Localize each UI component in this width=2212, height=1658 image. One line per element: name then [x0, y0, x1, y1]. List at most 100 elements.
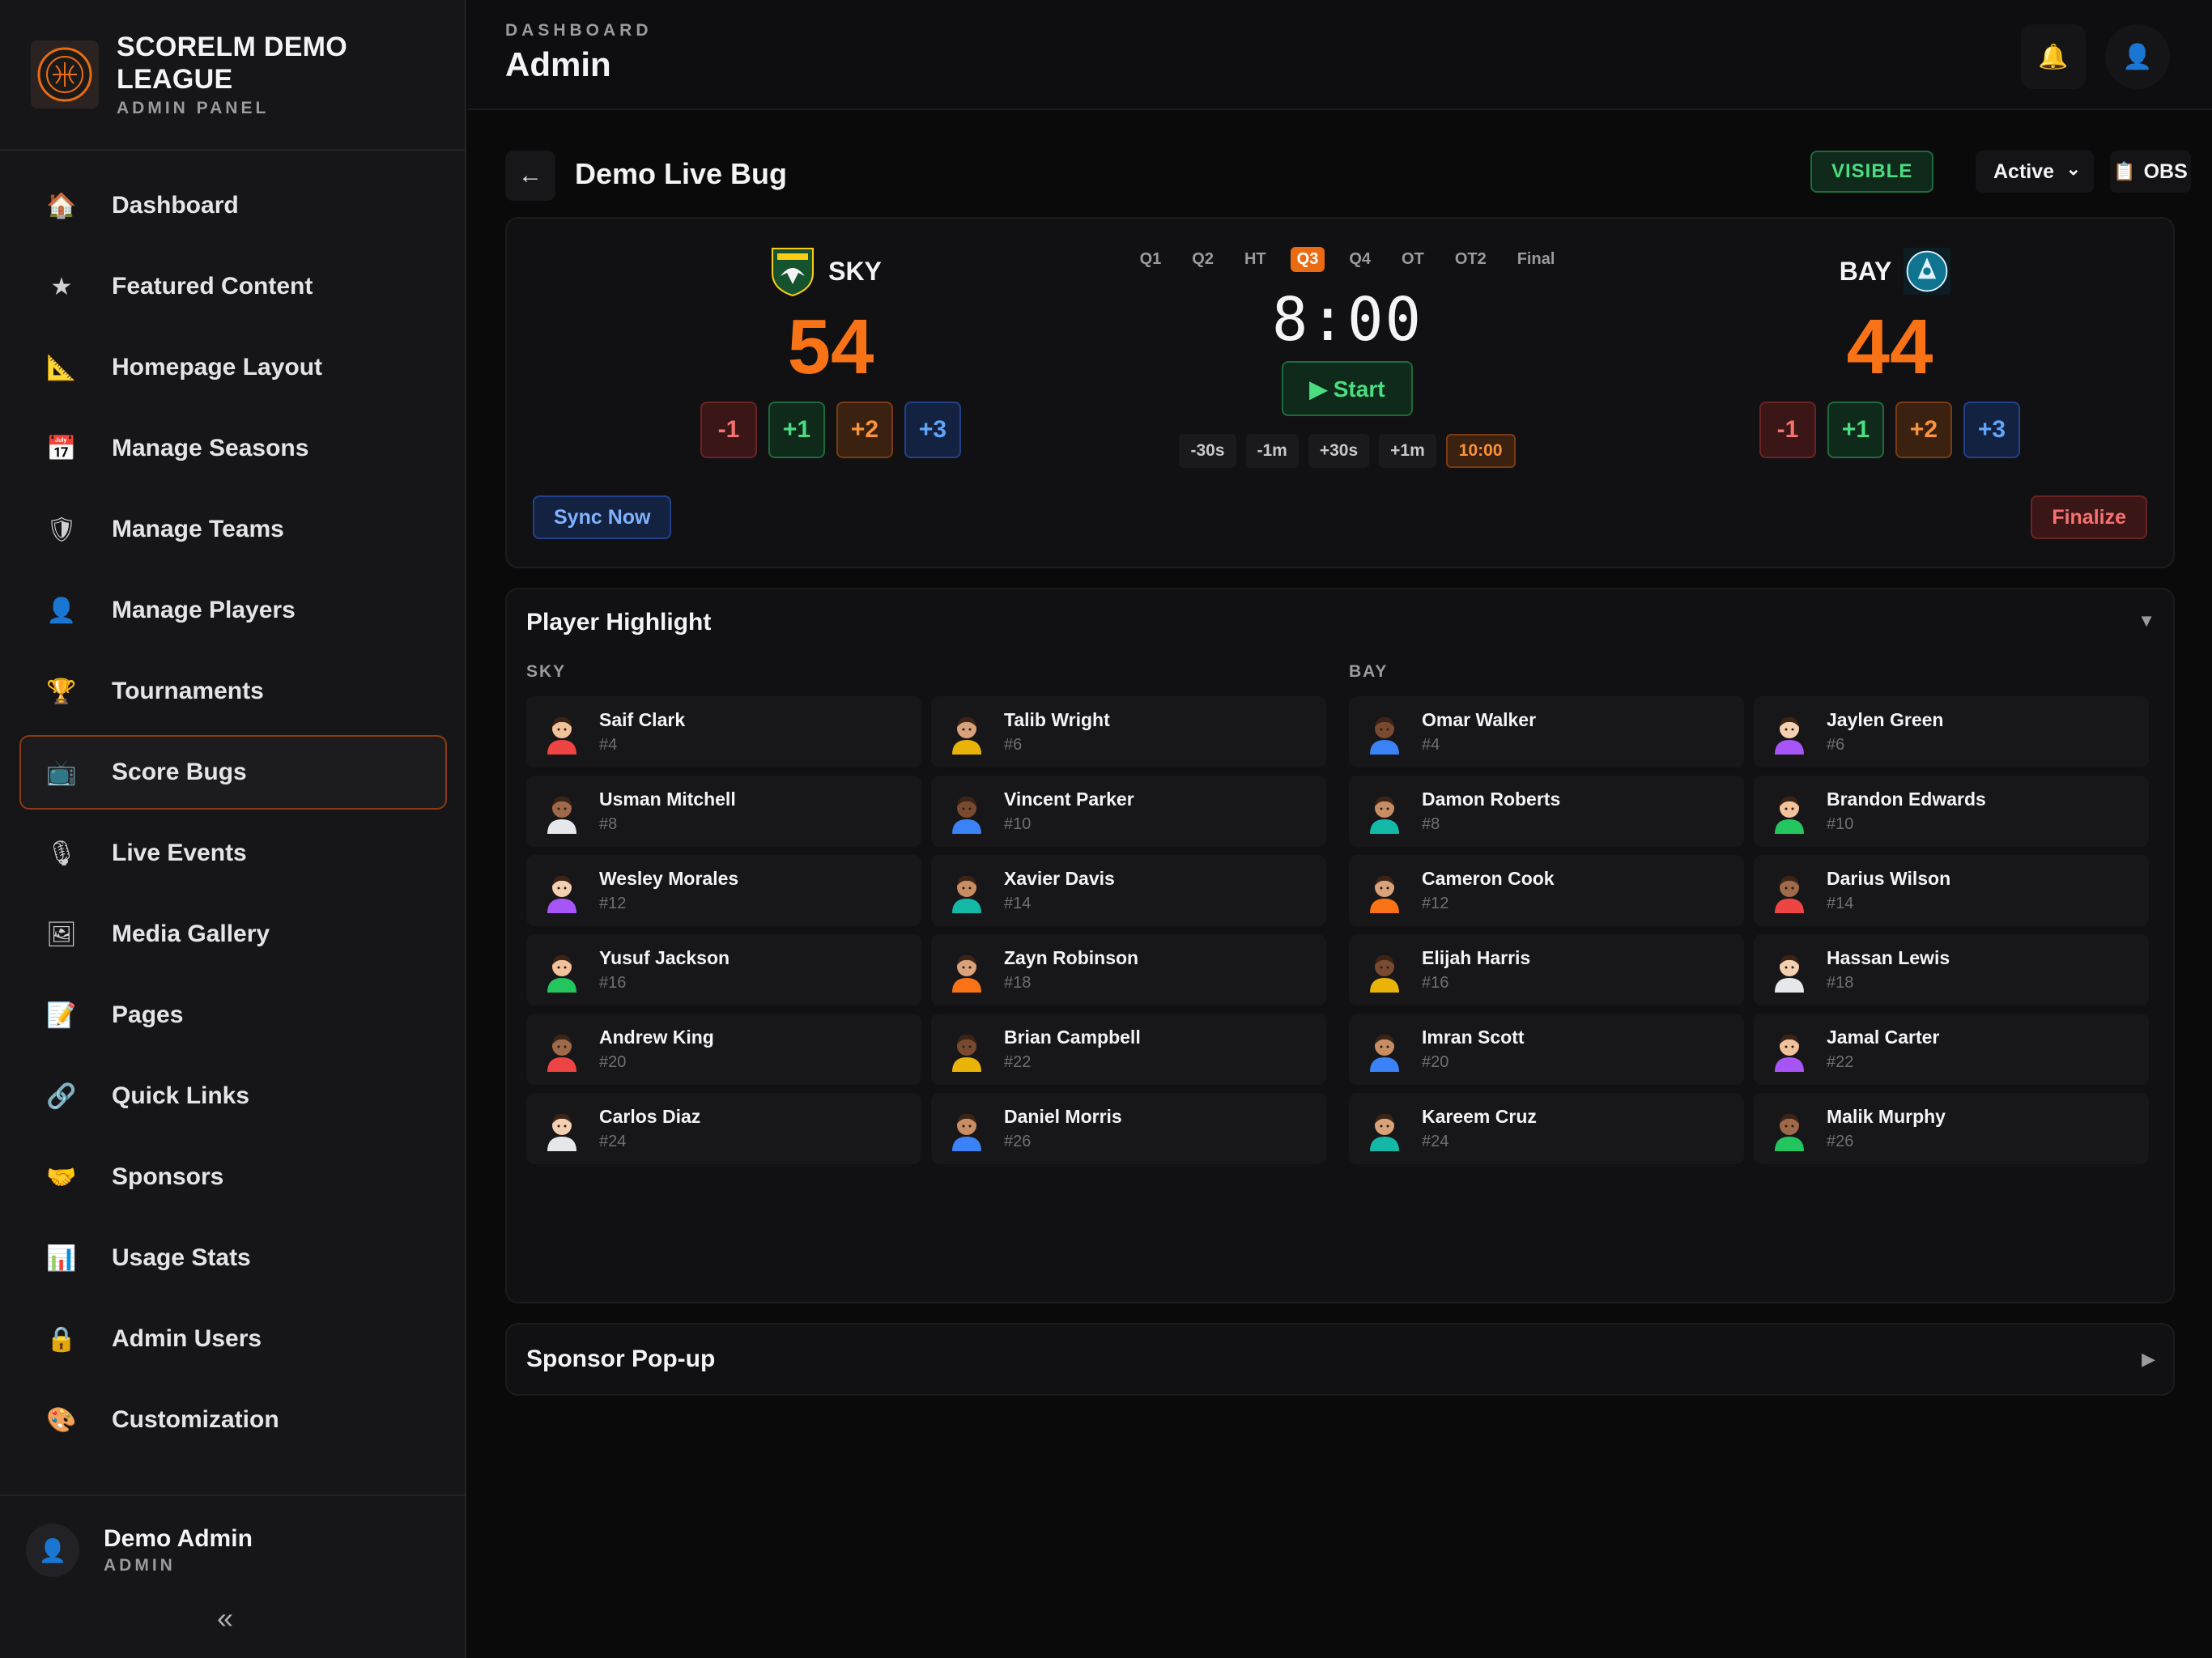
- period-tab-q1[interactable]: Q1: [1139, 249, 1162, 268]
- player-number: #12: [1422, 895, 1449, 912]
- home-plus-3-button[interactable]: +3: [904, 402, 961, 458]
- sidebar-item-homepage-layout[interactable]: 📐 Homepage Layout: [19, 330, 447, 405]
- home-player-card[interactable]: Zayn Robinson #18: [931, 934, 1326, 1005]
- home-team: SKY 54 -1 +1 +2 +3: [669, 243, 993, 458]
- away-player-card[interactable]: Hassan Lewis #18: [1754, 934, 2149, 1005]
- away-player-card[interactable]: Jaylen Green #6: [1754, 696, 2149, 767]
- image-icon: 🖼: [45, 920, 78, 948]
- main-content: ← Demo Live Bug VISIBLE Active ⌄ 📋 OBS: [468, 112, 2212, 1658]
- player-name: Kareem Cruz: [1422, 1106, 1537, 1127]
- player-number: #20: [1422, 1053, 1449, 1071]
- sidebar-item-media-gallery[interactable]: 🖼 Media Gallery: [19, 897, 447, 971]
- sidebar-item-pages[interactable]: 📝 Pages: [19, 978, 447, 1052]
- home-player-card[interactable]: Saif Clark #4: [526, 696, 921, 767]
- sidebar-item-quick-links[interactable]: 🔗 Quick Links: [19, 1059, 447, 1133]
- home-player-card[interactable]: Xavier Davis #14: [931, 855, 1326, 926]
- sidebar-item-usage-stats[interactable]: 📊 Usage Stats: [19, 1221, 447, 1295]
- player-name: Daniel Morris: [1004, 1106, 1122, 1127]
- handshake-icon: 🤝: [46, 1163, 77, 1191]
- sidebar-item-label: Manage Teams: [112, 516, 284, 542]
- home-player-card[interactable]: Carlos Diaz #24: [526, 1093, 921, 1164]
- sidebar-item-manage-seasons[interactable]: 📅 Manage Seasons: [19, 411, 447, 486]
- plus-1m-button[interactable]: +1m: [1379, 434, 1436, 468]
- obs-button[interactable]: 📋 OBS: [2110, 151, 2191, 193]
- sponsor-popup-panel[interactable]: Sponsor Pop-up ▶: [505, 1323, 2175, 1396]
- minus-1m-button[interactable]: -1m: [1245, 434, 1299, 468]
- home-minus-1-button[interactable]: -1: [700, 402, 757, 458]
- start-clock-button[interactable]: ▶ Start: [1282, 361, 1413, 416]
- sidebar-item-customization[interactable]: 🎨 Customization: [19, 1383, 447, 1457]
- sidebar-item-label: Manage Players: [112, 597, 296, 623]
- sidebar-item-manage-players[interactable]: 👤 Manage Players: [19, 573, 447, 648]
- away-player-card[interactable]: Damon Roberts #8: [1349, 776, 1744, 847]
- period-tab-final[interactable]: Final: [1516, 249, 1555, 268]
- scoreboard-card: SKY 54 -1 +1 +2 +3 Q1 Q2 HT Q3 Q4 OT OT2 Final …: [505, 217, 2175, 568]
- away-team-name: BAY: [1839, 256, 1892, 286]
- sidebar-item-manage-teams[interactable]: 🛡 Manage Teams: [19, 492, 447, 567]
- sync-now-button[interactable]: Sync Now: [533, 495, 672, 539]
- sidebar-item-live-events[interactable]: 🎙 Live Events: [19, 816, 447, 891]
- player-highlight-title[interactable]: Player Highlight: [526, 609, 712, 636]
- clock-adjustments: -30s -1m +30s +1m 10:00: [1130, 434, 1564, 468]
- sidebar-item-label: Usage Stats: [112, 1244, 251, 1271]
- user-profile[interactable]: 👤 Demo Admin ADMIN: [0, 1496, 465, 1577]
- home-player-card[interactable]: Daniel Morris #26: [931, 1093, 1326, 1164]
- away-plus-1-button[interactable]: +1: [1827, 402, 1884, 458]
- collapse-triangle-icon[interactable]: ▼: [2138, 610, 2155, 631]
- home-player-card[interactable]: Talib Wright #6: [931, 696, 1326, 767]
- away-player-card[interactable]: Jamal Carter #22: [1754, 1014, 2149, 1085]
- away-plus-2-button[interactable]: +2: [1895, 402, 1952, 458]
- sponsor-popup-title[interactable]: Sponsor Pop-up: [526, 1346, 716, 1372]
- sidebar-item-sponsors[interactable]: 🤝 Sponsors: [19, 1140, 447, 1214]
- period-tab-ht[interactable]: HT: [1244, 249, 1266, 268]
- account-avatar-icon[interactable]: 👤: [2105, 24, 2170, 89]
- sidebar-item-label: Sponsors: [112, 1163, 224, 1190]
- player-avatar-icon: [1767, 789, 1812, 834]
- period-tab-ot[interactable]: OT: [1402, 249, 1424, 268]
- away-player-card[interactable]: Imran Scott #20: [1349, 1014, 1744, 1085]
- home-player-card[interactable]: Yusuf Jackson #16: [526, 934, 921, 1005]
- minus-30s-button[interactable]: -30s: [1179, 434, 1236, 468]
- away-player-card[interactable]: Elijah Harris #16: [1349, 934, 1744, 1005]
- expand-triangle-icon[interactable]: ▶: [2142, 1349, 2155, 1369]
- back-arrow-icon[interactable]: ←: [505, 151, 555, 201]
- sidebar-item-tournaments[interactable]: 🏆 Tournaments: [19, 654, 447, 729]
- away-player-card[interactable]: Kareem Cruz #24: [1349, 1093, 1744, 1164]
- home-player-card[interactable]: Usman Mitchell #8: [526, 776, 921, 847]
- away-player-card[interactable]: Malik Murphy #26: [1754, 1093, 2149, 1164]
- away-player-card[interactable]: Cameron Cook #12: [1349, 855, 1744, 926]
- away-player-card[interactable]: Brandon Edwards #10: [1754, 776, 2149, 847]
- home-roster-grid: Saif Clark #4 Talib Wright #6 Usman Mitchell…: [526, 696, 1326, 1164]
- home-player-card[interactable]: Wesley Morales #12: [526, 855, 921, 926]
- home-player-card[interactable]: Vincent Parker #10: [931, 776, 1326, 847]
- sidebar-item-label: Featured Content: [112, 273, 313, 300]
- home-player-card[interactable]: Andrew King #20: [526, 1014, 921, 1085]
- clock-preset-button[interactable]: 10:00: [1445, 434, 1516, 468]
- player-avatar-icon: [1767, 868, 1812, 913]
- visibility-toggle[interactable]: VISIBLE: [1810, 151, 1934, 193]
- away-player-card[interactable]: Omar Walker #4: [1349, 696, 1744, 767]
- player-name: Wesley Morales: [599, 868, 739, 889]
- home-player-card[interactable]: Brian Campbell #22: [931, 1014, 1326, 1085]
- plus-30s-button[interactable]: +30s: [1308, 434, 1370, 468]
- away-score: 44: [1846, 304, 1933, 390]
- period-tab-ot2[interactable]: OT2: [1454, 249, 1487, 268]
- period-tab-q4[interactable]: Q4: [1349, 249, 1372, 268]
- sidebar-item-admin-users[interactable]: 🔒 Admin Users: [19, 1302, 447, 1376]
- sidebar-item-score-bugs[interactable]: 📺 Score Bugs: [19, 735, 447, 810]
- home-plus-1-button[interactable]: +1: [768, 402, 825, 458]
- status-select[interactable]: Active ⌄: [1976, 151, 2094, 193]
- away-plus-3-button[interactable]: +3: [1963, 402, 2020, 458]
- sidebar-item-dashboard[interactable]: 🏠 Dashboard: [19, 168, 447, 243]
- away-player-card[interactable]: Darius Wilson #14: [1754, 855, 2149, 926]
- sidebar-item-featured-content[interactable]: ★ Featured Content: [19, 249, 447, 324]
- player-name: Malik Murphy: [1827, 1106, 1946, 1127]
- period-tab-q3[interactable]: Q3: [1290, 246, 1325, 272]
- notifications-bell-icon[interactable]: 🔔: [2021, 24, 2086, 89]
- finalize-button[interactable]: Finalize: [2031, 495, 2147, 539]
- home-plus-2-button[interactable]: +2: [836, 402, 893, 458]
- player-avatar-icon: [944, 947, 989, 993]
- period-tab-q2[interactable]: Q2: [1192, 249, 1214, 268]
- away-minus-1-button[interactable]: -1: [1759, 402, 1816, 458]
- collapse-sidebar-icon[interactable]: «: [217, 1601, 234, 1635]
